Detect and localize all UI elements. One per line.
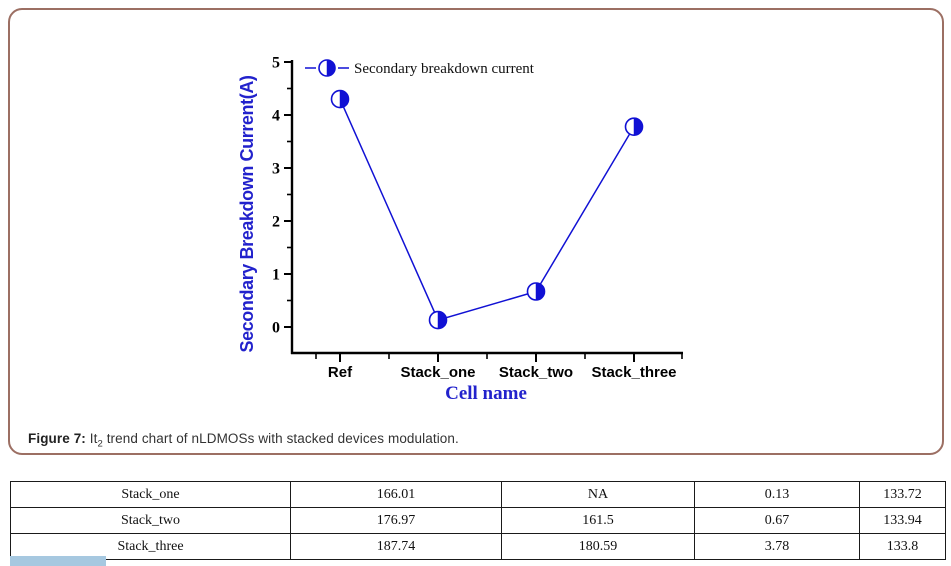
data-point-marker (526, 282, 546, 301)
table-cell: 187.74 (290, 533, 502, 560)
bottom-highlight-bar (10, 556, 106, 566)
trend-chart: 0 1 2 3 4 5 Ref Stack_one Stack_two Stack_three Se… (237, 55, 683, 404)
chart-line (339, 98, 635, 322)
x-tick-label: Ref (328, 364, 353, 381)
table-cell: 133.72 (859, 481, 946, 508)
legend-marker-icon (318, 59, 336, 77)
x-tick-label: Stack_two (499, 364, 573, 381)
y-tick-label: 4 (272, 108, 280, 125)
x-axis-title: Cell name (445, 383, 527, 404)
figure-panel (8, 8, 944, 455)
data-point-marker (624, 117, 644, 136)
data-point-marker (330, 89, 350, 109)
data-point-marker (428, 310, 448, 330)
y-tick-label: 5 (272, 55, 280, 72)
table-cell: 133.8 (859, 533, 946, 560)
table-cell: 166.01 (290, 481, 502, 508)
data-table: Stack_one 166.01 NA 0.13 133.72 Stack_two 176.… (10, 481, 946, 560)
x-tick-label: Stack_three (591, 364, 676, 381)
figure-caption-text: trend chart of nLDMOSs with stacked devi… (102, 431, 459, 446)
legend-label: Secondary breakdown current (354, 61, 535, 77)
figure-caption-text: It (85, 431, 98, 446)
y-tick-label: 0 (272, 320, 280, 337)
table-cell: 133.94 (859, 507, 946, 534)
y-tick-label: 1 (272, 267, 280, 284)
y-tick-label: 2 (272, 214, 280, 231)
figure-caption: Figure 7: It2 trend chart of nLDMOSs wit… (28, 431, 459, 450)
table-row: Stack_three 187.74 180.59 3.78 133.8 (10, 533, 946, 560)
table-cell: Stack_two (10, 507, 291, 534)
table-cell: NA (501, 481, 695, 508)
table-row: Stack_two 176.97 161.5 0.67 133.94 (10, 507, 946, 534)
table-cell: 0.67 (694, 507, 860, 534)
legend: Secondary breakdown current (305, 59, 535, 77)
table-row: Stack_one 166.01 NA 0.13 133.72 (10, 481, 946, 508)
table-cell: 180.59 (501, 533, 695, 560)
figure-caption-subscript: 2 (97, 438, 103, 450)
table-cell: 0.13 (694, 481, 860, 508)
table-cell: 176.97 (290, 507, 502, 534)
table-cell: 3.78 (694, 533, 860, 560)
table-cell: Stack_three (10, 533, 291, 560)
y-tick-label: 3 (272, 161, 280, 178)
table-cell: Stack_one (10, 481, 291, 508)
y-axis-title: Secondary Breakdown Current(A) (237, 75, 257, 352)
figure-caption-label: Figure 7: (28, 431, 86, 446)
x-tick-label: Stack_one (400, 364, 475, 381)
table-cell: 161.5 (501, 507, 695, 534)
